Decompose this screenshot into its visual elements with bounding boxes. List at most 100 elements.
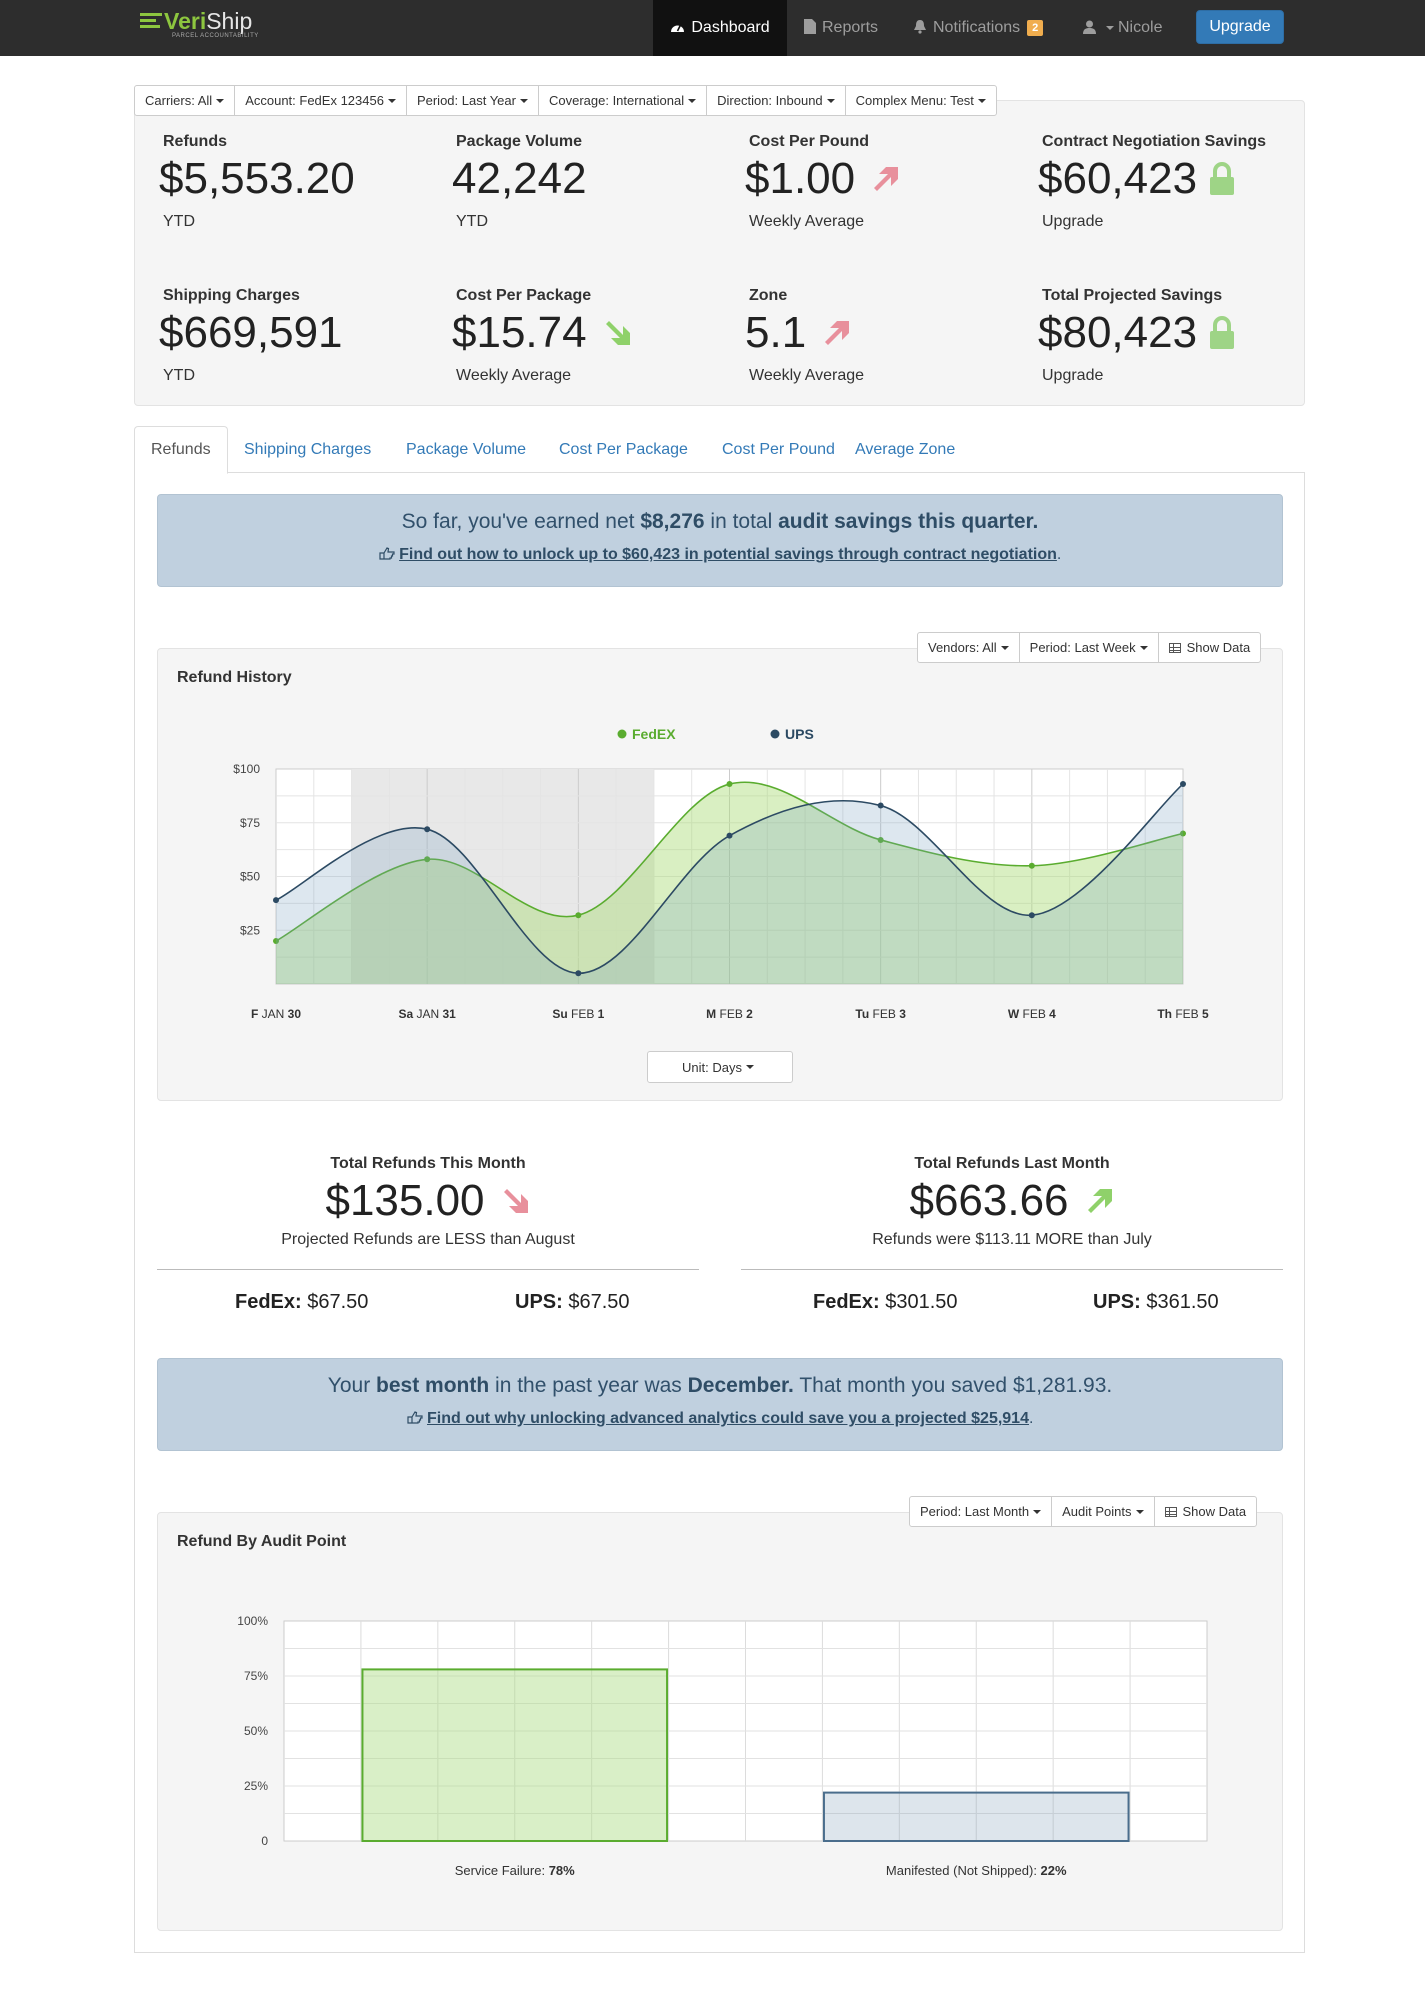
tab-cost-per-package[interactable]: Cost Per Package <box>559 440 688 458</box>
stat-zone[interactable]: Zone 5.1 Weekly Average <box>745 287 1025 385</box>
unit-dropdown[interactable]: Unit: Days <box>647 1051 793 1083</box>
x-tick-num: 2 <box>746 1007 753 1021</box>
tab-refunds[interactable]: Refunds <box>134 426 228 474</box>
vendors-dropdown[interactable]: Vendors: All <box>917 632 1020 663</box>
filter-coverage[interactable]: Coverage: International <box>537 85 708 116</box>
vendors-label: Vendors: All <box>928 640 997 655</box>
divider <box>157 1269 699 1270</box>
stat-cost-per-package[interactable]: Cost Per Package $15.74 Weekly Average <box>452 287 732 385</box>
x-tick-day: Th <box>1157 1007 1175 1021</box>
stat-value: $60,423 <box>1038 154 1198 203</box>
upgrade-button[interactable]: Upgrade <box>1196 10 1284 44</box>
y-tick-label: $75 <box>240 816 260 830</box>
stat-value: $669,591 <box>159 308 343 357</box>
table-icon <box>1164 1506 1177 1517</box>
data-point-ups <box>1028 912 1035 919</box>
y-tick-label: $25 <box>240 923 260 937</box>
stat-value: $80,423 <box>1038 308 1198 357</box>
audit-show-data-button[interactable]: Show Data <box>1153 1496 1258 1527</box>
file-icon <box>804 19 816 37</box>
unlock-advanced-analytics-link[interactable]: Find out why unlocking advanced analytic… <box>427 1410 1029 1427</box>
stat-sub: YTD <box>163 367 195 384</box>
stat-contract-negotiation-savings[interactable]: Contract Negotiation Savings $60,423 Upg… <box>1038 133 1308 231</box>
tab-bar: Refunds Shipping Charges Package Volume … <box>134 426 1305 474</box>
verisship-logo[interactable]: VeriShip PARCEL ACCOUNTABILITY <box>140 8 258 48</box>
tab-cost-per-pound[interactable]: Cost Per Pound <box>722 440 835 458</box>
stat-shipping-charges[interactable]: Shipping Charges $669,591 YTD <box>159 287 439 385</box>
tab-package-volume[interactable]: Package Volume <box>406 440 527 458</box>
audit-point-toolbar: Period: Last Month Audit Points Show Dat… <box>909 1496 1258 1527</box>
x-tick-num: 3 <box>899 1007 906 1021</box>
filter-period[interactable]: Period: Last Year <box>405 85 539 116</box>
stat-label: Package Volume <box>456 133 582 150</box>
data-point-fedex <box>1180 830 1186 837</box>
legend-marker-ups <box>770 729 780 739</box>
audit-period-dropdown[interactable]: Period: Last Month <box>909 1496 1053 1527</box>
x-tick-num: 31 <box>443 1007 457 1021</box>
x-tick-day: M <box>706 1007 719 1021</box>
stat-label: Shipping Charges <box>163 287 300 304</box>
user-caret-icon <box>1106 26 1114 30</box>
show-data-button[interactable]: Show Data <box>1157 632 1262 663</box>
top-navbar: VeriShip PARCEL ACCOUNTABILITY Dashboard… <box>0 0 1425 56</box>
nav-dashboard[interactable]: Dashboard <box>653 0 787 56</box>
stat-cost-per-pound[interactable]: Cost Per Pound $1.00 Weekly Average <box>745 133 1025 231</box>
nav-reports[interactable]: Reports <box>804 0 878 56</box>
total-refunds-this-month: Total Refunds This Month $135.00 Project… <box>148 1155 708 1249</box>
nav-notifications-label: Notifications <box>933 19 1021 36</box>
y-tick-label: $100 <box>233 762 260 776</box>
alert1-amount: $8,276 <box>640 510 705 533</box>
series-area-ups <box>276 784 1183 984</box>
nav-notifications[interactable]: Notifications 2 <box>913 0 1044 56</box>
x-tick-label: Sa JAN 31 <box>398 1007 456 1021</box>
x-tick-day: Su <box>552 1007 571 1021</box>
stat-sub: Weekly Average <box>749 367 865 384</box>
alert1-bold: audit savings this quarter. <box>778 510 1039 533</box>
unlock-contract-negotiation-link[interactable]: Find out how to unlock up to $60,423 in … <box>399 546 1057 563</box>
bar-value-label: 22% <box>1041 1863 1067 1878</box>
legend-label-fedex: FedEX <box>632 726 676 742</box>
show-data-label: Show Data <box>1186 640 1251 655</box>
nav-dashboard-label: Dashboard <box>691 19 770 36</box>
filter-bar: Carriers: All Account: FedEx 123456 Peri… <box>134 85 997 116</box>
nav-user-menu[interactable]: Nicole <box>1083 0 1162 56</box>
audit-points-dropdown[interactable]: Audit Points <box>1051 1496 1155 1527</box>
trend-down-red-arrow-icon <box>503 1189 528 1213</box>
x-tick-label: W FEB 4 <box>1008 1007 1056 1021</box>
ups-label: UPS: <box>1093 1291 1141 1313</box>
fedex-value: $301.50 <box>885 1291 958 1313</box>
divider <box>741 1269 1283 1270</box>
y-tick-label: $50 <box>240 870 260 884</box>
tab-shipping-charges[interactable]: Shipping Charges <box>244 440 372 458</box>
ups-value: $67.50 <box>568 1291 630 1313</box>
filter-direction[interactable]: Direction: Inbound <box>706 85 846 116</box>
x-tick-label: F JAN 30 <box>251 1007 301 1021</box>
refund-history-title: Refund History <box>177 669 292 686</box>
stat-value: $15.74 <box>452 308 587 357</box>
filter-complex-menu[interactable]: Complex Menu: Test <box>844 85 997 116</box>
filter-coverage-label: Coverage: International <box>548 93 685 108</box>
period-label: Period: Last Week <box>1029 640 1136 655</box>
hand-pointer-icon <box>406 1411 423 1424</box>
fedex-label: FedEx: <box>813 1291 880 1313</box>
stat-refunds[interactable]: Refunds $5,553.20 YTD <box>159 133 439 231</box>
x-tick-num: 1 <box>598 1007 605 1021</box>
bell-icon <box>913 19 927 37</box>
x-tick-label: M FEB 2 <box>706 1007 753 1021</box>
stat-value: 5.1 <box>745 308 807 357</box>
stat-sub: Upgrade <box>1042 367 1104 384</box>
data-point-fedex <box>575 912 582 919</box>
y-tick-label: 0 <box>261 1834 268 1848</box>
x-tick-day: W <box>1008 1007 1023 1021</box>
stat-label: Contract Negotiation Savings <box>1042 133 1267 150</box>
x-tick-month: JAN <box>416 1007 442 1021</box>
filter-carriers[interactable]: Carriers: All <box>134 85 236 116</box>
stat-sub: YTD <box>163 213 195 230</box>
stat-total-projected-savings[interactable]: Total Projected Savings $80,423 Upgrade <box>1038 287 1308 385</box>
stat-package-volume[interactable]: Package Volume 42,242 YTD <box>452 133 732 231</box>
filter-account[interactable]: Account: FedEx 123456 <box>234 85 407 116</box>
tab-average-zone[interactable]: Average Zone <box>855 440 956 458</box>
x-tick-month: FEB <box>1022 1007 1049 1021</box>
x-tick-month: FEB <box>873 1007 900 1021</box>
period-dropdown[interactable]: Period: Last Week <box>1018 632 1159 663</box>
